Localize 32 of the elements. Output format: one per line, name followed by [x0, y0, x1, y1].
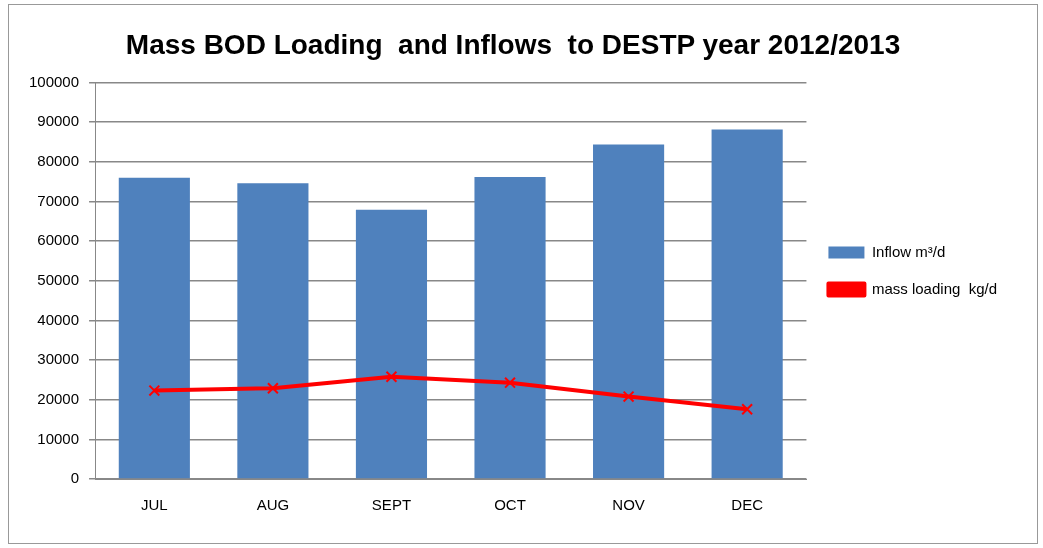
y-tick-label: 0: [70, 469, 80, 487]
point: [266, 382, 279, 395]
x-tick-label: OCT: [494, 496, 526, 514]
point: [148, 384, 161, 397]
y-tick-label: 70000: [37, 191, 80, 209]
legend-label: Inflow m³/d: [871, 242, 946, 260]
y-tick-label: 100000: [28, 72, 80, 90]
y-tick-label: 20000: [37, 389, 80, 407]
x-tick-label: DEC: [731, 496, 764, 514]
bar: [593, 144, 665, 479]
bar: [711, 129, 783, 479]
point: [504, 376, 516, 389]
y-tick-label: 80000: [37, 152, 80, 170]
bar: [355, 209, 428, 479]
point: [622, 390, 635, 403]
point: [741, 403, 754, 416]
y-tick-label: 10000: [37, 429, 80, 447]
y-tick-label: 30000: [37, 350, 80, 368]
bar: [474, 176, 546, 479]
legend-label: mass loading kg/d: [871, 279, 998, 297]
bar: [118, 177, 190, 479]
y-tick-label: 40000: [37, 310, 80, 328]
y-tick-label: 50000: [37, 270, 80, 288]
x-tick-label: NOV: [612, 496, 645, 514]
point: [385, 370, 398, 383]
bar: [237, 183, 309, 479]
y-tick-label: 60000: [37, 231, 80, 249]
x-tick-label: JUL: [140, 496, 168, 514]
x-tick-label: SEPT: [371, 496, 412, 514]
chart-title: Mass BOD Loading and Inflows to DESTP year 2012/2013: [125, 28, 901, 60]
x-tick-label: AUG: [256, 496, 290, 514]
y-tick-label: 90000: [37, 112, 80, 130]
